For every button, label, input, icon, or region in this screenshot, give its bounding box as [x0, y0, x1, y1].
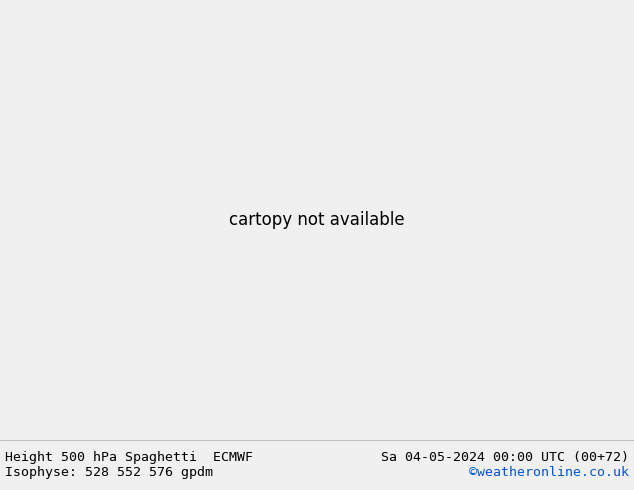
- Text: ©weatheronline.co.uk: ©weatheronline.co.uk: [469, 466, 629, 479]
- Text: cartopy not available: cartopy not available: [229, 211, 405, 229]
- Text: Sa 04-05-2024 00:00 UTC (00+72): Sa 04-05-2024 00:00 UTC (00+72): [381, 451, 629, 464]
- Text: Height 500 hPa Spaghetti  ECMWF: Height 500 hPa Spaghetti ECMWF: [5, 451, 253, 464]
- Text: Isophyse: 528 552 576 gpdm: Isophyse: 528 552 576 gpdm: [5, 466, 213, 479]
